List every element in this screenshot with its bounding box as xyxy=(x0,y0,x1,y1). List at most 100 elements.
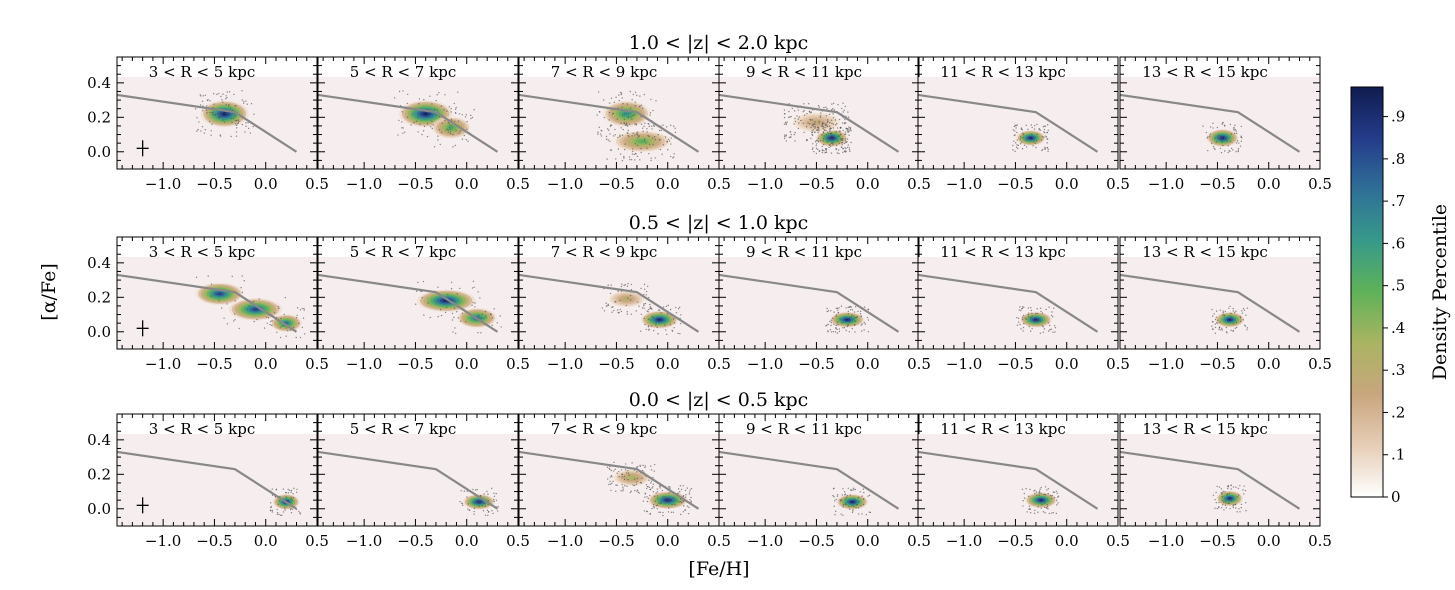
panel-haze xyxy=(117,434,317,526)
panel-haze xyxy=(918,257,1118,349)
scatter-point xyxy=(249,132,252,134)
scatter-point xyxy=(1240,506,1242,509)
scatter-point xyxy=(1013,125,1016,128)
scatter-point xyxy=(457,120,460,122)
scatter-point xyxy=(647,485,649,488)
scatter-point xyxy=(623,118,626,121)
scatter-point xyxy=(1218,501,1220,504)
scatter-point xyxy=(1216,507,1218,510)
scatter-point xyxy=(841,144,843,146)
scatter-point xyxy=(1221,123,1223,125)
scatter-point xyxy=(1240,137,1243,139)
scatter-point xyxy=(1230,147,1233,150)
scatter-point xyxy=(667,138,670,141)
scatter-point xyxy=(237,119,240,121)
scatter-point xyxy=(302,317,305,319)
scatter-point xyxy=(690,500,692,503)
scatter-point xyxy=(1016,324,1019,326)
scatter-point xyxy=(493,500,495,503)
scatter-point xyxy=(650,325,653,327)
scatter-point xyxy=(1028,505,1031,507)
scatter-point xyxy=(1211,325,1213,327)
scatter-point xyxy=(785,140,788,142)
scatter-point xyxy=(1045,136,1048,138)
scatter-point xyxy=(661,489,664,492)
scatter-point xyxy=(1224,500,1226,502)
scatter-point xyxy=(645,290,648,293)
scatter-point xyxy=(609,468,611,471)
scatter-point xyxy=(640,287,642,290)
x-tick-label: −1.0 xyxy=(547,175,583,193)
scatter-point xyxy=(620,122,622,124)
scatter-point xyxy=(484,505,487,507)
scatter-point xyxy=(219,134,221,136)
scatter-point xyxy=(620,469,623,471)
scatter-point xyxy=(632,150,634,153)
scatter-point xyxy=(1047,508,1049,510)
scatter-point xyxy=(441,122,444,124)
scatter-points xyxy=(195,275,306,339)
scatter-point xyxy=(829,136,831,138)
scatter-point xyxy=(621,97,623,99)
scatter-point xyxy=(256,318,258,321)
scatter-point xyxy=(627,129,630,132)
scatter-point xyxy=(1030,330,1032,332)
scatter-point xyxy=(610,124,612,126)
divider-line xyxy=(519,93,700,153)
panel-label: 7 < R < 9 kpc xyxy=(551,243,657,261)
scatter-point xyxy=(620,93,623,96)
scatter-point xyxy=(808,123,811,125)
scatter-point xyxy=(299,336,302,339)
scatter-point xyxy=(847,144,849,146)
scatter-point xyxy=(827,323,829,325)
divider-line xyxy=(318,273,499,333)
scatter-point xyxy=(1048,324,1051,327)
scatter-point xyxy=(660,502,662,505)
scatter-point xyxy=(785,135,787,137)
scatter-point xyxy=(438,129,441,131)
scatter-point xyxy=(838,330,841,333)
scatter-point xyxy=(689,489,691,491)
scatter-point xyxy=(633,153,635,156)
scatter-point xyxy=(1035,491,1038,493)
scatter-point xyxy=(279,336,282,339)
panel-haze xyxy=(1120,77,1320,169)
panel-label: 5 < R < 7 kpc xyxy=(350,420,456,438)
scatter-point xyxy=(647,329,650,331)
density-contour xyxy=(830,136,834,139)
scatter-point xyxy=(1034,492,1036,495)
scatter-point xyxy=(1239,315,1241,318)
scatter-point xyxy=(812,129,815,131)
scatter-point xyxy=(500,326,502,328)
scatter-point xyxy=(630,289,633,291)
scatter-point xyxy=(839,138,842,140)
scatter-point xyxy=(842,488,844,490)
scatter-point xyxy=(235,135,238,137)
scatter-point xyxy=(439,143,441,146)
scatter-point xyxy=(278,500,280,502)
scatter-point xyxy=(1049,329,1051,331)
scatter-point xyxy=(847,116,850,118)
scatter-point xyxy=(436,114,438,117)
scatter-point xyxy=(1025,146,1028,148)
scatter-point xyxy=(285,503,287,505)
x-tick-label: 0.5 xyxy=(305,532,329,550)
scatter-point xyxy=(1221,493,1223,495)
scatter-point xyxy=(273,312,276,314)
scatter-point xyxy=(652,491,655,493)
scatter-point xyxy=(1238,142,1240,144)
scatter-point xyxy=(486,509,489,511)
scatter-point xyxy=(845,307,847,309)
scatter-point xyxy=(465,139,468,141)
scatter-point xyxy=(623,284,625,287)
scatter-point xyxy=(639,330,642,332)
scatter-point xyxy=(652,486,654,488)
colorbar-tick-label: .6 xyxy=(1391,234,1405,252)
scatter-point xyxy=(836,332,839,334)
scatter-point xyxy=(679,491,681,493)
scatter-point xyxy=(652,143,654,146)
scatter-point xyxy=(627,116,629,118)
scatter-point xyxy=(1014,124,1016,127)
scatter-point xyxy=(1237,149,1239,152)
scatter-point xyxy=(1043,493,1045,496)
